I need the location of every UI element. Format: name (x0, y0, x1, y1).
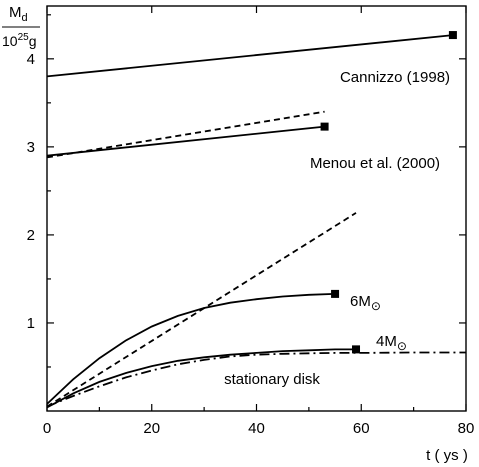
series-labels: Cannizzo (1998) Menou et al. (2000) statio… (224, 69, 450, 388)
series-layer (46, 31, 466, 409)
series-label: 6M⊙ (350, 293, 381, 313)
series-line-5 (46, 348, 356, 409)
x-tick-label: 20 (143, 420, 160, 437)
series-line-1 (46, 125, 325, 157)
series-label: Menou et al. (2000) (310, 155, 440, 172)
series-line-2 (46, 110, 325, 159)
series-line-0 (46, 34, 453, 78)
series-end-marker (352, 345, 361, 354)
x-tick-label: 40 (248, 420, 265, 437)
y-axis-label: Md 1025g (2, 4, 40, 49)
series-label: stationary disk (224, 371, 320, 388)
series-end-marker (448, 31, 457, 40)
series-end-marker (331, 289, 340, 298)
x-tick-label: 60 (353, 420, 370, 437)
x-axis-title: t ( ys ) (426, 447, 468, 464)
series-label: 4M⊙ (376, 333, 407, 353)
series-line-6 (46, 351, 466, 408)
y-tick-label: 3 (27, 139, 35, 156)
plot-axes: 0 20 40 60 80 1 2 3 4 (27, 5, 475, 437)
series-label: Cannizzo (1998) (340, 69, 450, 86)
y-tick-label: 1 (27, 315, 35, 332)
series-line-4 (46, 293, 336, 405)
y-label-quantity: Md (9, 4, 28, 24)
x-axis-label: t ( ys ) (426, 447, 468, 464)
x-tick-label: 80 (458, 420, 475, 437)
series-line-3 (46, 212, 357, 408)
y-label-unit: 1025g (2, 32, 37, 49)
x-tick-label: 0 (43, 420, 51, 437)
y-tick-label: 4 (27, 51, 35, 68)
y-tick-label: 2 (27, 227, 35, 244)
series-end-marker (320, 122, 329, 131)
